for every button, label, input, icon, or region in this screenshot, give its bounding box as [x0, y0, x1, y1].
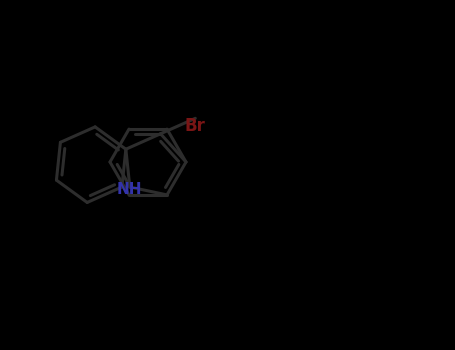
Text: NH: NH	[117, 182, 142, 196]
Text: Br: Br	[185, 117, 206, 135]
